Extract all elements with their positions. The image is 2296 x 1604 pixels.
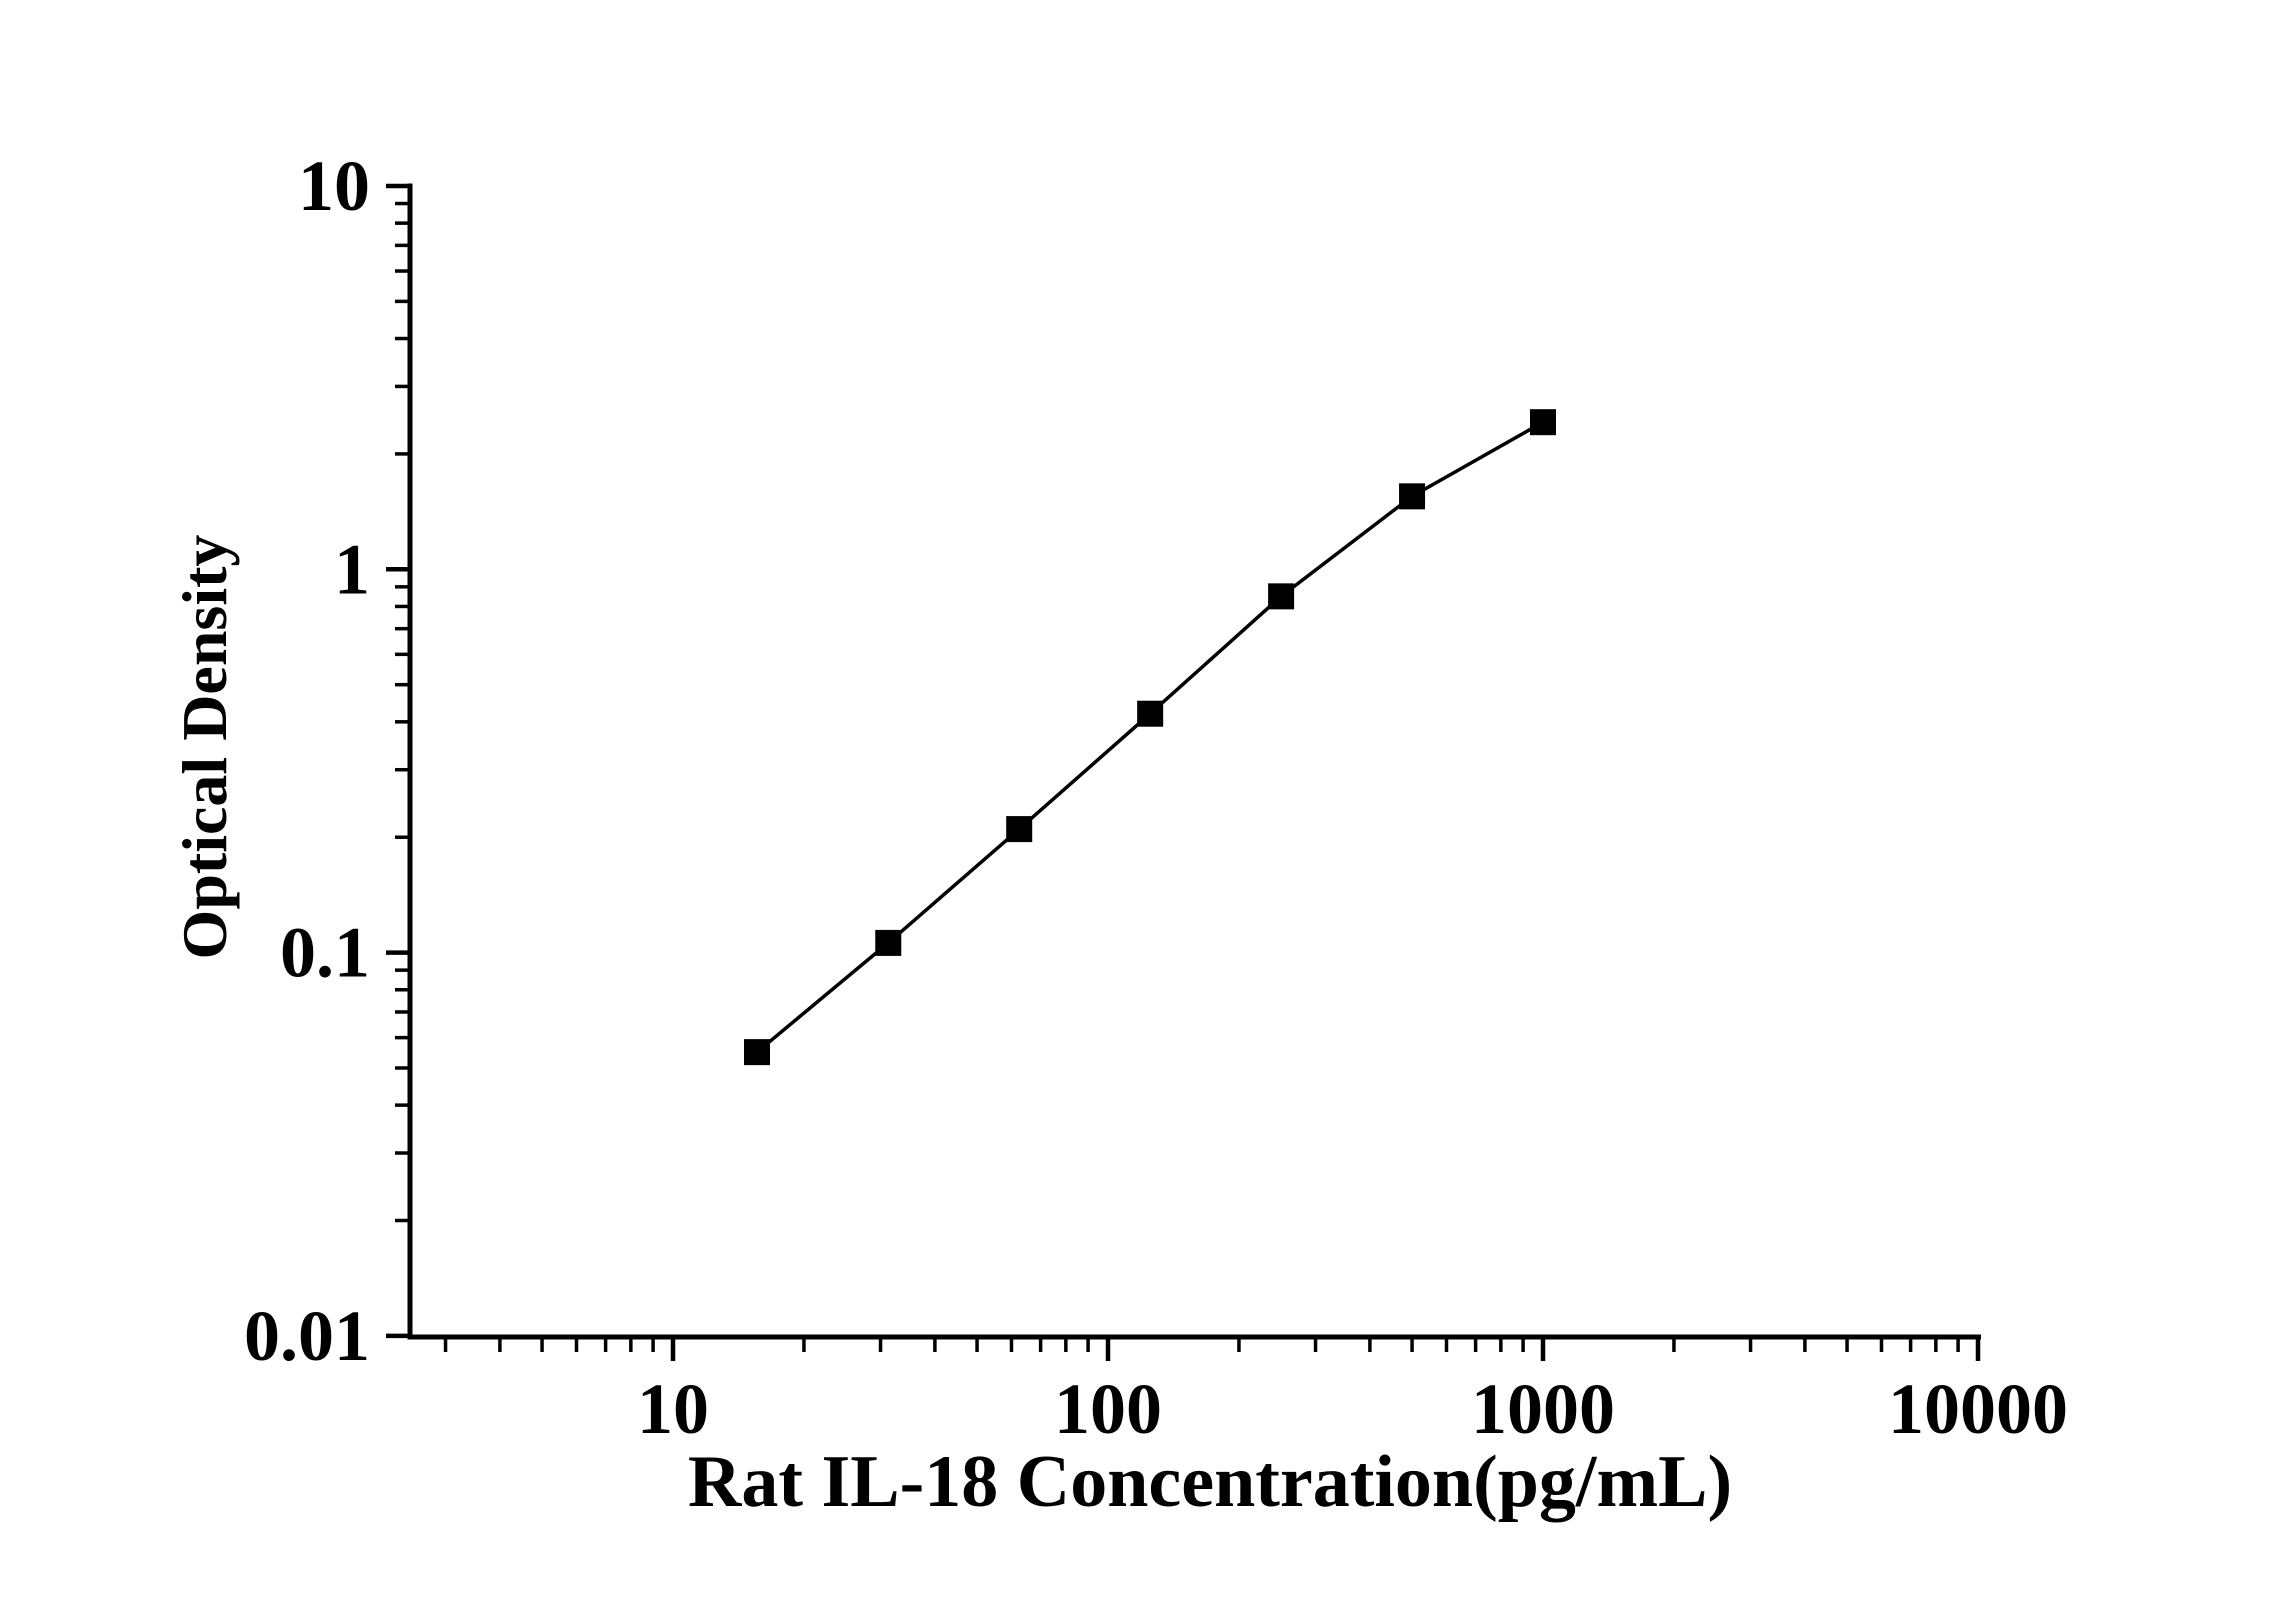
data-point-marker — [1137, 700, 1164, 727]
standard-curve-line — [755, 420, 1544, 1054]
x-tick-label: 100 — [1054, 1369, 1162, 1449]
y-tick-label: 0.01 — [244, 1296, 370, 1376]
axes-spines — [407, 183, 1981, 1340]
y-tick-label: 1 — [334, 529, 370, 609]
data-point-marker — [1006, 816, 1033, 843]
data-point-marker — [744, 1039, 771, 1066]
x-tick-label: 1000 — [1471, 1369, 1615, 1449]
data-point-marker — [875, 929, 902, 956]
x-axis-title: Rat IL-18 Concentration(pg/mL) — [687, 1441, 1733, 1523]
x-tick-label: 10000 — [1888, 1369, 2068, 1449]
data-point-marker — [1268, 583, 1295, 610]
y-axis-title: Optical Density — [169, 534, 240, 960]
data-point-marker — [1399, 483, 1426, 510]
x-tick-label: 10 — [637, 1369, 709, 1449]
y-tick-label: 0.1 — [280, 913, 370, 993]
y-tick-label: 10 — [298, 146, 370, 226]
data-point-marker — [1530, 409, 1556, 436]
